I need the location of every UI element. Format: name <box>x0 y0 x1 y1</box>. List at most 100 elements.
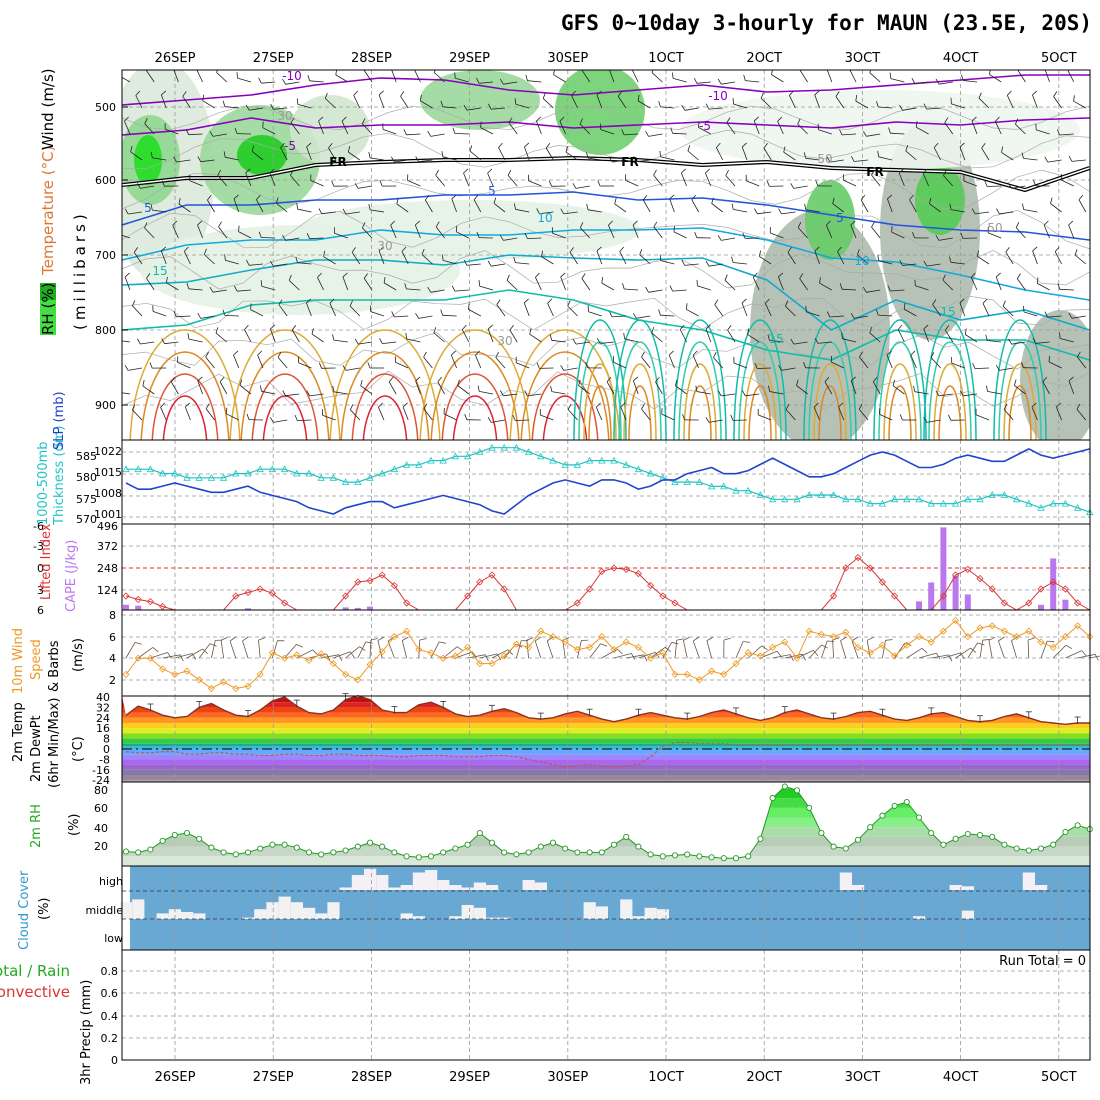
barb-flag <box>396 198 399 204</box>
barb-flag <box>1008 338 1012 345</box>
thickness-marker <box>451 452 460 460</box>
barb-staff <box>498 147 506 161</box>
barb-flag <box>814 90 820 96</box>
cloud-high-bar <box>376 875 389 890</box>
temp-band <box>122 754 1090 760</box>
barb-flag <box>839 129 843 136</box>
barb-staff <box>642 199 651 213</box>
barb-staff <box>244 329 252 343</box>
thickness-marker <box>707 482 716 490</box>
wind10-barb-flag <box>152 647 159 653</box>
barb-staff <box>687 150 699 161</box>
rh2m-marker <box>293 844 300 851</box>
barb-flag <box>803 362 806 368</box>
wind10-barb <box>1077 653 1096 659</box>
barb-staff <box>1060 338 1074 343</box>
rh2m-marker <box>366 839 374 846</box>
rh-blob <box>680 90 1080 170</box>
barb-flag <box>596 90 602 96</box>
ylabel-thick2: Thickness (dm) <box>52 426 67 526</box>
wind10-marker <box>244 682 252 690</box>
contour-label: 15 <box>768 332 783 346</box>
wind10-marker <box>268 649 276 657</box>
barb-staff <box>421 254 433 265</box>
barb-staff <box>345 367 360 371</box>
low-loop <box>613 319 667 440</box>
thickness-marker <box>866 499 874 507</box>
barb-staff <box>496 304 506 317</box>
barb-flag <box>985 334 988 341</box>
thickness-marker <box>183 473 191 481</box>
barb-staff <box>999 211 1014 215</box>
wind10-barb <box>345 646 360 659</box>
barb-flag <box>959 390 964 396</box>
ylabel-cloud-unit: (%) <box>37 898 52 921</box>
barb-staff <box>358 185 373 189</box>
barb-staff <box>660 314 675 317</box>
barb-flag <box>669 285 673 292</box>
barb-staff <box>333 339 348 343</box>
barb-flag <box>415 156 419 162</box>
barb-staff <box>926 263 941 267</box>
thickness-marker <box>1037 504 1045 511</box>
barb-staff <box>491 419 506 423</box>
cloud-mid-bar <box>400 913 413 919</box>
thickness-marker <box>817 491 826 498</box>
li-marker <box>244 588 252 597</box>
barb-staff <box>898 172 905 187</box>
warm-loop <box>441 373 509 440</box>
barb-flag <box>423 351 427 358</box>
barb-flag <box>427 286 432 293</box>
wind10-marker <box>159 665 167 673</box>
barb-flag <box>223 151 226 158</box>
barb-staff <box>869 72 881 83</box>
barb-staff <box>454 289 469 292</box>
barb-staff <box>297 208 312 213</box>
barb-staff <box>571 95 578 109</box>
barb-staff <box>636 159 651 162</box>
li-marker <box>122 592 130 600</box>
barb-staff <box>944 122 954 135</box>
barb-flag <box>659 254 662 261</box>
barb-flag <box>785 300 789 307</box>
wind10-marker <box>805 627 813 635</box>
li-marker <box>659 592 667 600</box>
barb-flag <box>173 156 177 163</box>
barb-staff <box>672 132 687 135</box>
barb-flag <box>850 312 855 319</box>
barb-staff <box>140 185 155 189</box>
barb-staff <box>188 338 203 343</box>
barb-staff <box>860 199 869 213</box>
isotherm <box>122 289 1090 361</box>
barb-staff <box>745 393 760 397</box>
barb-flag <box>989 70 991 75</box>
barb-staff <box>1032 94 1038 109</box>
wind10-barb <box>242 640 249 659</box>
barb-flag <box>1076 351 1081 358</box>
wind10-marker <box>220 678 228 686</box>
barb-staff <box>262 127 276 135</box>
cloud-high-bar <box>534 882 547 890</box>
top-date-label: 29SEP <box>449 51 490 66</box>
barb-flag <box>839 283 843 290</box>
rh-contour <box>122 370 1090 411</box>
barb-staff <box>721 393 736 397</box>
barb-flag <box>572 338 577 345</box>
barb-flag <box>797 222 802 228</box>
wind10-barb-flag <box>312 649 318 656</box>
wind10-barb-flag <box>982 639 990 641</box>
cape-bar <box>940 527 947 610</box>
rh-blob <box>237 135 287 175</box>
wind10-marker <box>1037 638 1045 646</box>
barb-staff <box>909 199 917 213</box>
wind10-marker <box>378 648 386 656</box>
barb-flag <box>785 404 790 410</box>
rh2m-marker <box>989 833 996 840</box>
barb-flag <box>1007 90 1012 96</box>
barb-staff <box>473 199 482 213</box>
thickness-marker <box>512 443 521 451</box>
barb-staff <box>433 332 445 343</box>
barb-flag <box>324 92 328 99</box>
temp-series <box>125 694 1090 726</box>
wind10-marker <box>793 654 801 662</box>
